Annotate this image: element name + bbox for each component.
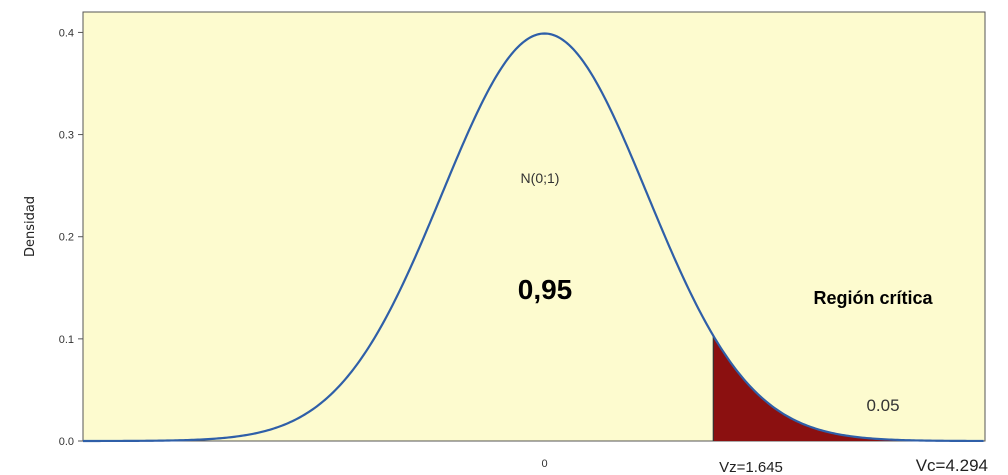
critical-value-z-label: Vz=1.645 bbox=[719, 459, 783, 475]
tail-probability-label: 0.05 bbox=[866, 396, 899, 415]
y-tick-label: 0.3 bbox=[59, 130, 74, 142]
y-tick-label: 0.0 bbox=[59, 436, 74, 448]
distribution-label: N(0;1) bbox=[521, 170, 560, 186]
y-tick-label: 0.2 bbox=[59, 232, 74, 244]
plot-area bbox=[82, 11, 986, 442]
critical-region-area bbox=[713, 335, 985, 441]
y-tick-label: 0.1 bbox=[59, 334, 74, 346]
density-curve bbox=[83, 32, 984, 443]
y-tick-label: 0.4 bbox=[59, 27, 74, 39]
computed-value-label: Vc=4.294 bbox=[916, 456, 988, 475]
y-axis-title: Densidad bbox=[23, 196, 38, 257]
x-tick-label: 0 bbox=[542, 458, 548, 470]
probability-label: 0,95 bbox=[518, 274, 573, 305]
critical-region-label: Región crítica bbox=[813, 288, 933, 308]
